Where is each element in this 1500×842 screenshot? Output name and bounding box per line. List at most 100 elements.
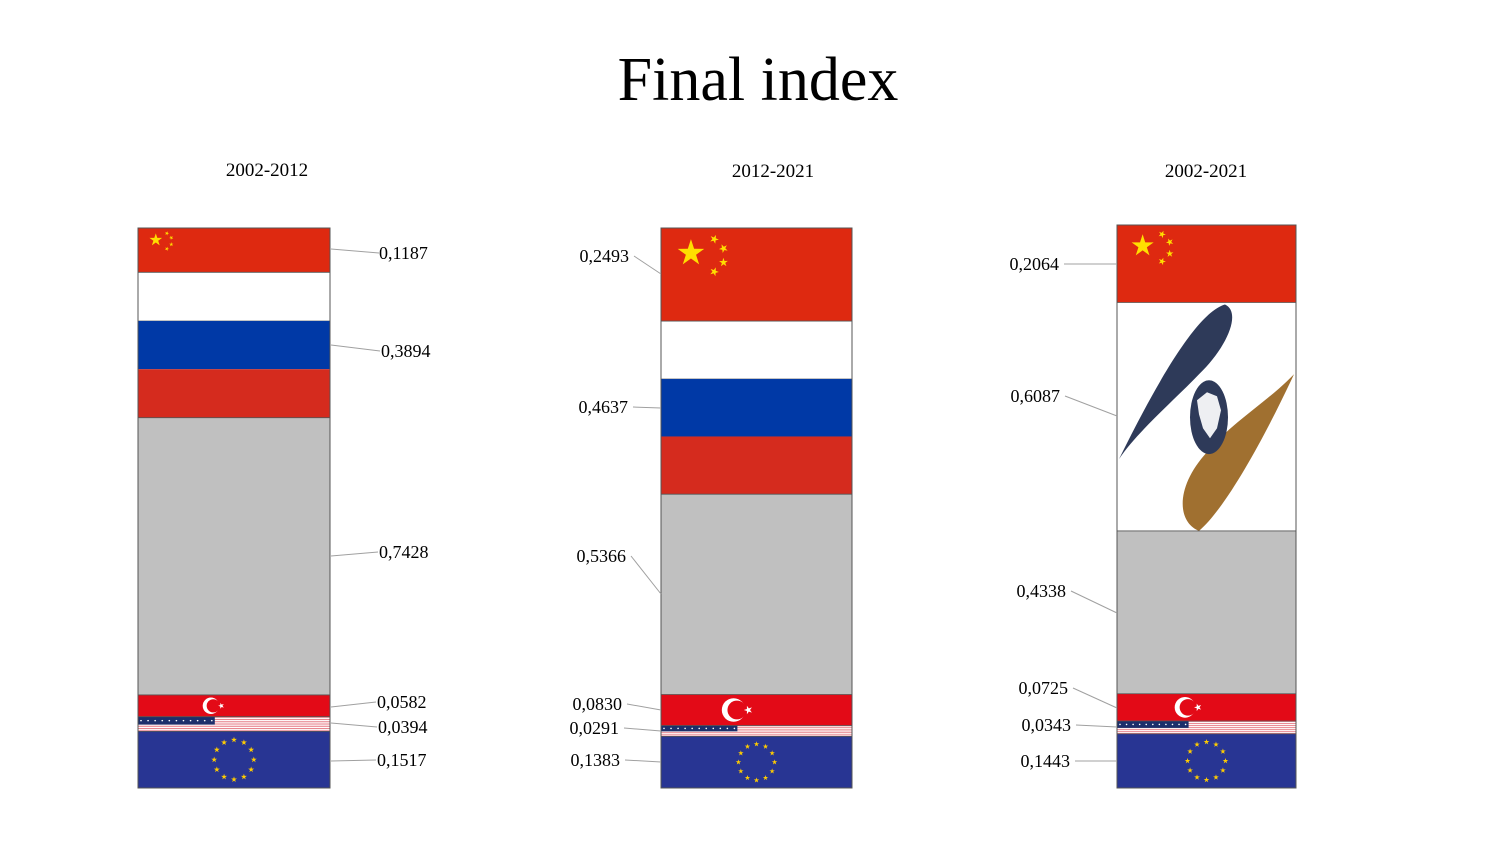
bar-outline bbox=[660, 227, 853, 789]
chart-subtitle: 2012-2021 bbox=[732, 161, 814, 182]
small-star-icon bbox=[710, 234, 719, 244]
bar-segment-russia-flag bbox=[138, 272, 330, 418]
eu-star-icon bbox=[250, 756, 257, 763]
eu-star-icon bbox=[213, 766, 220, 773]
eu-star-icon bbox=[762, 743, 769, 749]
leader-line bbox=[330, 551, 379, 557]
eu-star-icon bbox=[1194, 774, 1200, 780]
bar-segment-eaeu-emblem bbox=[1117, 302, 1296, 531]
eu-star-icon bbox=[762, 774, 769, 781]
small-star-icon bbox=[1166, 249, 1174, 257]
star-icon bbox=[218, 702, 224, 709]
star-icon bbox=[743, 705, 752, 715]
eu-star-icon bbox=[248, 766, 255, 773]
small-star-icon bbox=[169, 235, 174, 240]
data-label: 0,6087 bbox=[1011, 386, 1061, 406]
data-label: 0,0725 bbox=[1019, 678, 1069, 698]
eu-star-icon bbox=[240, 739, 247, 746]
eu-star-icon bbox=[221, 739, 228, 746]
data-label: 0,1383 bbox=[571, 750, 621, 770]
bar-segment-usa-flag bbox=[1117, 720, 1296, 734]
big-star-icon bbox=[149, 233, 163, 246]
eu-star-icon bbox=[769, 768, 775, 774]
data-label: 0,0343 bbox=[1022, 715, 1072, 735]
bar-segment-china-flag bbox=[138, 228, 330, 273]
eu-star-icon bbox=[1187, 767, 1193, 773]
data-label: 0,3894 bbox=[381, 341, 431, 361]
bar-segment-eu-flag bbox=[138, 731, 330, 788]
small-star-icon bbox=[1158, 230, 1166, 239]
leader-line bbox=[1070, 590, 1118, 614]
eu-star-icon bbox=[1220, 767, 1226, 773]
data-label: 0,2064 bbox=[1010, 254, 1060, 274]
leader-line bbox=[632, 406, 662, 409]
bar-outline bbox=[137, 227, 331, 789]
chart-2012-2021: 2012-2021 0,2493 0,4637 0,5366 0,0830 0,0291 0… bbox=[570, 161, 853, 789]
bar-segment-china-flag bbox=[661, 228, 852, 322]
eu-star-icon bbox=[248, 746, 255, 753]
eu-star-icon bbox=[1213, 774, 1219, 780]
eu-star-icon bbox=[744, 743, 751, 749]
chart-subtitle: 2002-2021 bbox=[1165, 161, 1247, 182]
data-label: 0,2493 bbox=[580, 246, 630, 266]
bar-segment-eu-flag bbox=[661, 736, 852, 788]
leader-line bbox=[1072, 687, 1118, 709]
bar-segment-gray bbox=[661, 494, 852, 695]
bar-segment-usa-flag bbox=[138, 716, 330, 732]
leader-line bbox=[630, 555, 662, 595]
small-star-icon bbox=[710, 267, 719, 277]
data-label: 0,7428 bbox=[379, 542, 429, 562]
small-star-icon bbox=[719, 257, 728, 267]
eu-star-icon bbox=[735, 759, 742, 765]
data-label: 0,0582 bbox=[377, 692, 427, 712]
leader-line bbox=[1064, 395, 1118, 417]
leader-line bbox=[1075, 724, 1118, 728]
eu-star-icon bbox=[738, 768, 744, 774]
leader-line bbox=[330, 701, 377, 708]
leader-line bbox=[330, 248, 380, 254]
eu-star-icon bbox=[771, 759, 778, 765]
eu-star-icon bbox=[1213, 741, 1219, 747]
bar-segment-china-flag bbox=[1117, 225, 1296, 303]
eu-star-icon bbox=[753, 741, 760, 747]
bar-segment-turkey-flag bbox=[1117, 693, 1296, 721]
eu-star-icon bbox=[753, 777, 760, 783]
eu-star-icon bbox=[1184, 757, 1191, 764]
eu-star-icon bbox=[1203, 738, 1210, 745]
chart-subtitle: 2002-2012 bbox=[226, 160, 308, 181]
data-label: 0,0394 bbox=[378, 717, 428, 737]
leader-line bbox=[330, 344, 381, 352]
leader-line bbox=[330, 759, 377, 762]
chart-title: Final index bbox=[617, 46, 899, 114]
bar-segment-gray bbox=[1117, 530, 1296, 694]
eu-star-icon bbox=[1194, 741, 1200, 747]
leader-line bbox=[626, 703, 662, 711]
data-label: 0,0830 bbox=[573, 694, 623, 714]
small-star-icon bbox=[718, 244, 728, 254]
small-star-icon bbox=[164, 231, 170, 236]
data-label: 0,0291 bbox=[570, 718, 620, 738]
data-label: 0,1517 bbox=[377, 750, 427, 770]
eu-star-icon bbox=[240, 773, 247, 780]
data-label: 0,5366 bbox=[577, 546, 627, 566]
eu-star-icon bbox=[213, 746, 220, 753]
eu-star-icon bbox=[211, 756, 218, 763]
bar-outline bbox=[1116, 224, 1297, 789]
data-label: 0,4338 bbox=[1017, 581, 1067, 601]
small-star-icon bbox=[1158, 257, 1166, 266]
leader-line bbox=[633, 255, 662, 275]
data-label: 0,1443 bbox=[1021, 751, 1071, 771]
eu-star-icon bbox=[221, 773, 228, 780]
leader-line bbox=[623, 727, 662, 732]
eu-star-icon bbox=[231, 736, 237, 743]
eaeu-navy-wing bbox=[1119, 304, 1233, 460]
eu-star-icon bbox=[1203, 776, 1210, 783]
eu-star-icon bbox=[1187, 748, 1193, 754]
eu-star-icon bbox=[1220, 748, 1226, 754]
star-icon bbox=[1194, 703, 1202, 712]
bar-segment-usa-flag bbox=[661, 725, 852, 737]
eu-star-icon bbox=[769, 750, 775, 756]
eu-star-icon bbox=[744, 774, 751, 781]
eu-star-icon bbox=[738, 750, 744, 756]
big-star-icon bbox=[1131, 234, 1154, 256]
